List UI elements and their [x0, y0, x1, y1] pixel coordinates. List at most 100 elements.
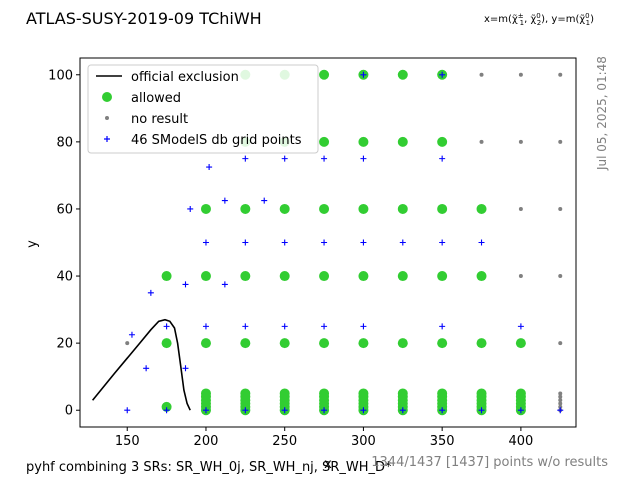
- grid-point: [360, 71, 367, 78]
- noresult-point: [479, 72, 484, 77]
- grid-point: [557, 407, 564, 414]
- grid-point: [439, 407, 446, 414]
- allowed-point: [279, 388, 290, 399]
- grid-point: [187, 205, 194, 212]
- grid-point: [360, 407, 367, 414]
- legend: official exclusion allowed no result 46 …: [87, 64, 319, 154]
- allowed-point: [358, 203, 369, 214]
- footer-srs-label: pyhf combining 3 SRs: SR_WH_0j, SR_WH_nj…: [26, 460, 392, 475]
- allowed-point: [279, 271, 290, 282]
- allowed-point: [200, 338, 211, 349]
- legend-noresult-label: no result: [131, 112, 188, 127]
- x-tick-label: 300: [351, 434, 376, 449]
- grid-point: [143, 365, 150, 372]
- allowed-point: [437, 136, 448, 147]
- allowed-point: [319, 388, 330, 399]
- noresult-point: [558, 391, 563, 396]
- x-axis-label: x: [324, 457, 332, 472]
- grid-point: [321, 323, 328, 330]
- grid-point: [202, 407, 209, 414]
- noresult-point: [479, 139, 484, 144]
- allowed-point: [397, 203, 408, 214]
- axis-ticks: 150 200 250 300 350 400 0 20 40 60 80 100: [48, 68, 533, 449]
- noresult-point: [125, 341, 130, 346]
- allowed-point: [319, 69, 330, 80]
- grid-point: [439, 323, 446, 330]
- y-tick-label: 0: [65, 404, 73, 419]
- allowed-point: [437, 338, 448, 349]
- grid-point: [360, 155, 367, 162]
- allowed-point: [358, 338, 369, 349]
- allowed-point: [200, 203, 211, 214]
- y-tick-label: 100: [48, 68, 73, 83]
- allowed-point: [476, 203, 487, 214]
- allowed-point: [240, 203, 251, 214]
- grid-point: [439, 71, 446, 78]
- noresult-point: [558, 72, 563, 77]
- noresult-point: [558, 398, 563, 403]
- allowed-point: [240, 388, 251, 399]
- noresult-point: [518, 139, 523, 144]
- grid-point: [399, 239, 406, 246]
- allowed-point: [358, 271, 369, 282]
- allowed-point: [358, 388, 369, 399]
- legend-allowed-swatch: [102, 92, 112, 102]
- grid-point: [221, 281, 228, 288]
- x-tick-label: 350: [430, 434, 455, 449]
- grid-point: [360, 323, 367, 330]
- grid-point: [281, 323, 288, 330]
- grid-points: [124, 71, 564, 414]
- grid-point: [128, 331, 135, 338]
- allowed-point: [397, 388, 408, 399]
- allowed-point: [476, 338, 487, 349]
- grid-point: [242, 323, 249, 330]
- noresult-point: [518, 206, 523, 211]
- grid-point: [261, 197, 268, 204]
- allowed-point: [358, 136, 369, 147]
- chart-title: ATLAS-SUSY-2019-09 TChiWH: [26, 9, 262, 28]
- legend-grid-swatch: [104, 136, 110, 142]
- allowed-point: [437, 203, 448, 214]
- allowed-point: [515, 338, 526, 349]
- grid-point: [242, 155, 249, 162]
- noresult-point: [558, 401, 563, 406]
- grid-point: [321, 155, 328, 162]
- grid-point: [439, 239, 446, 246]
- allowed-point: [515, 388, 526, 399]
- grid-point: [478, 407, 485, 414]
- allowed-point: [240, 271, 251, 282]
- allowed-point: [319, 136, 330, 147]
- allowed-point: [476, 271, 487, 282]
- noresult-point: [558, 274, 563, 279]
- grid-point: [281, 155, 288, 162]
- allowed-point: [161, 338, 172, 349]
- grid-point: [182, 365, 189, 372]
- x-tick-label: 250: [272, 434, 297, 449]
- grid-point: [182, 281, 189, 288]
- grid-point: [281, 239, 288, 246]
- grid-point: [124, 407, 131, 414]
- allowed-point: [319, 203, 330, 214]
- noresult-point: [558, 404, 563, 409]
- grid-point: [242, 239, 249, 246]
- allowed-point: [397, 338, 408, 349]
- grid-point: [163, 407, 170, 414]
- noresult-point: [518, 274, 523, 279]
- grid-point: [360, 239, 367, 246]
- grid-point: [399, 407, 406, 414]
- allowed-point: [437, 388, 448, 399]
- grid-point: [147, 289, 154, 296]
- y-tick-label: 60: [56, 202, 73, 217]
- grid-point: [163, 323, 170, 330]
- allowed-point: [397, 136, 408, 147]
- allowed-point: [319, 338, 330, 349]
- allowed-point: [397, 271, 408, 282]
- legend-noresult-swatch: [105, 116, 109, 120]
- grid-point: [478, 239, 485, 246]
- grid-point: [517, 407, 524, 414]
- timestamp-label: Jul 05, 2025, 01:48: [595, 56, 609, 171]
- y-tick-label: 20: [56, 337, 73, 352]
- legend-box: [87, 64, 319, 154]
- allowed-point: [279, 203, 290, 214]
